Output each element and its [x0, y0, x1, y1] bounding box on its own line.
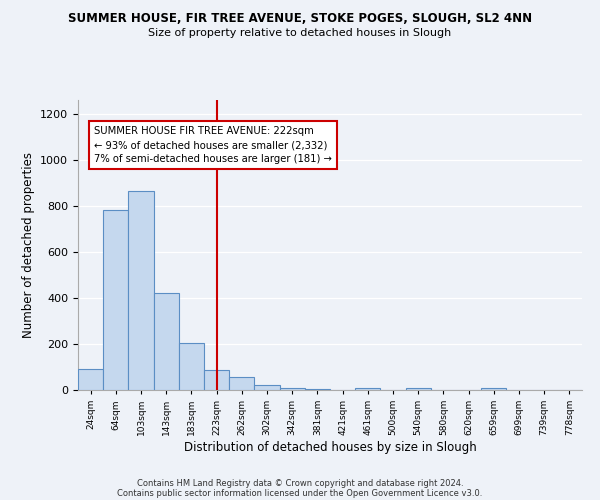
Bar — [355, 388, 380, 390]
Bar — [204, 370, 229, 390]
Bar — [128, 192, 154, 390]
Bar — [280, 388, 305, 390]
Bar — [179, 344, 204, 390]
Bar — [229, 378, 254, 390]
Y-axis label: Number of detached properties: Number of detached properties — [22, 152, 35, 338]
Text: Contains public sector information licensed under the Open Government Licence v3: Contains public sector information licen… — [118, 488, 482, 498]
Bar — [154, 294, 179, 390]
Bar — [481, 388, 506, 390]
Text: SUMMER HOUSE, FIR TREE AVENUE, STOKE POGES, SLOUGH, SL2 4NN: SUMMER HOUSE, FIR TREE AVENUE, STOKE POG… — [68, 12, 532, 26]
Text: Size of property relative to detached houses in Slough: Size of property relative to detached ho… — [148, 28, 452, 38]
Text: SUMMER HOUSE FIR TREE AVENUE: 222sqm
← 93% of detached houses are smaller (2,332: SUMMER HOUSE FIR TREE AVENUE: 222sqm ← 9… — [94, 126, 332, 164]
Bar — [406, 388, 431, 390]
Bar — [103, 210, 128, 390]
Bar — [78, 368, 103, 390]
X-axis label: Distribution of detached houses by size in Slough: Distribution of detached houses by size … — [184, 441, 476, 454]
Bar — [254, 385, 280, 390]
Bar — [305, 389, 330, 390]
Text: Contains HM Land Registry data © Crown copyright and database right 2024.: Contains HM Land Registry data © Crown c… — [137, 478, 463, 488]
